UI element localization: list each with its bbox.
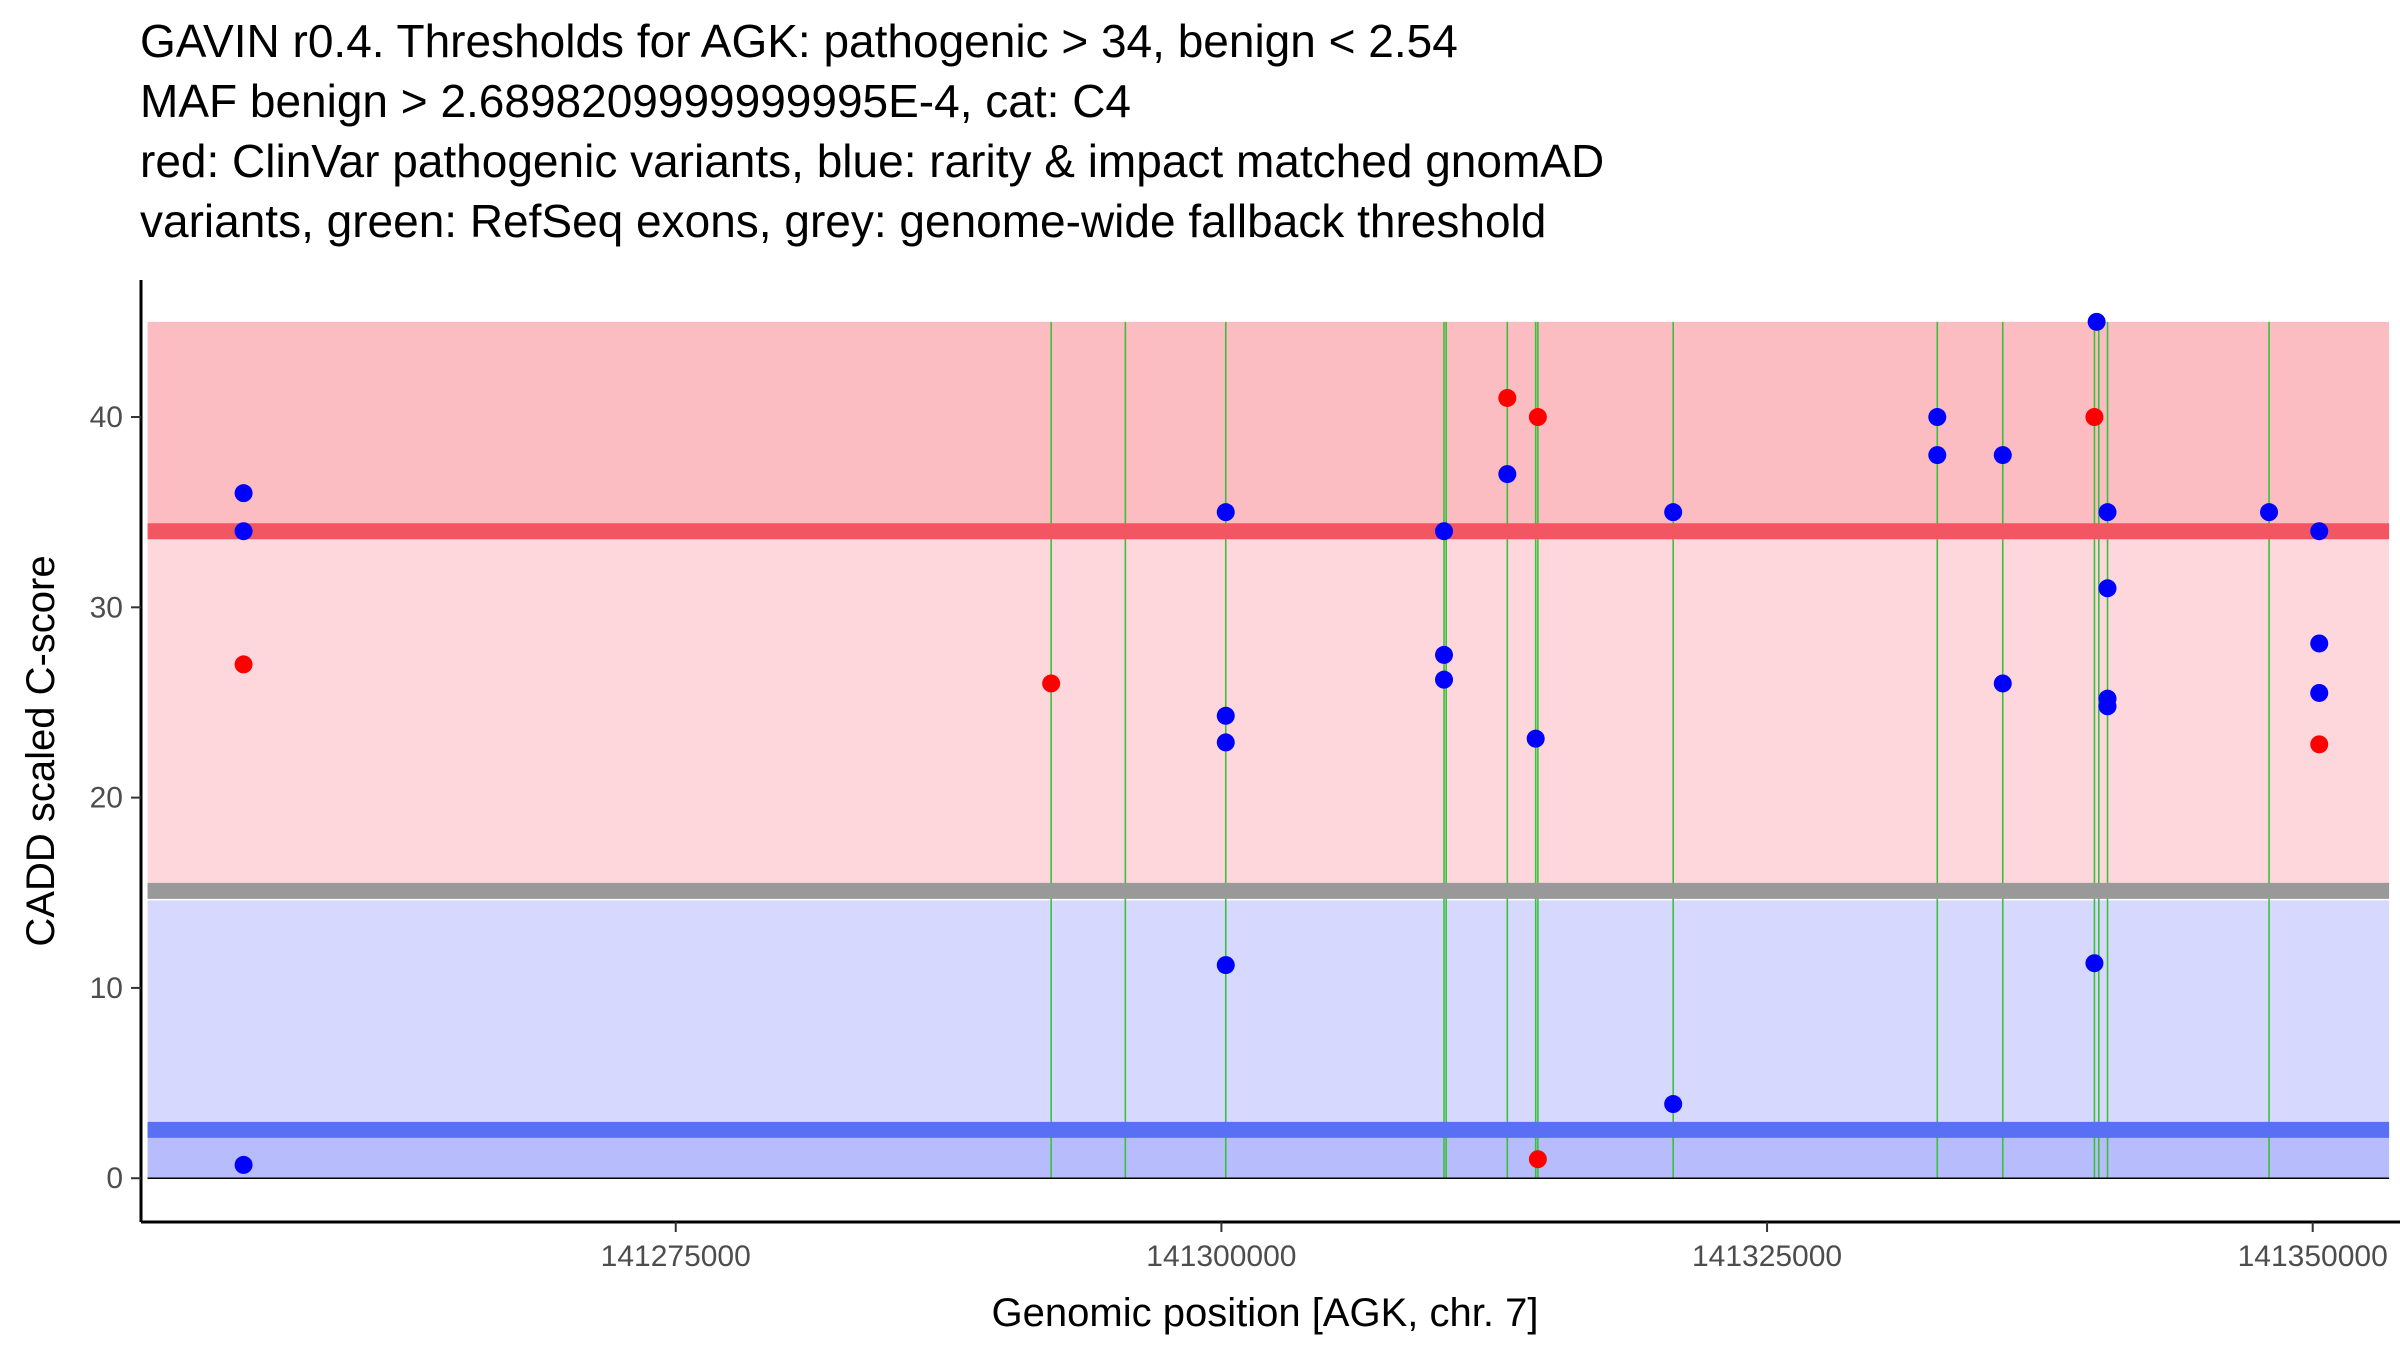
gnomad-point-21 [2098, 579, 2117, 598]
region-pathogenic-high [147, 321, 2390, 532]
chart-title-line-4: variants, green: RefSeq exons, grey: gen… [140, 195, 1547, 247]
y-axis-title: CADD scaled C-score [19, 555, 63, 946]
gnomad-point-10 [1498, 465, 1517, 484]
gnomad-point-13 [1664, 1095, 1683, 1114]
threshold-lines [147, 523, 2390, 1179]
gnomad-point-11 [1526, 729, 1545, 748]
x-axis-ticks: 141275000 141300000 141325000 141350000 [601, 1222, 2388, 1273]
gnomad-point-17 [1993, 674, 2012, 693]
gnomad-point-20 [2098, 503, 2117, 522]
gnomad-point-23 [2098, 697, 2117, 716]
gnomad-point-26 [2310, 634, 2329, 653]
gnomad-point-0 [234, 484, 253, 503]
clinvar-point-4 [1528, 1150, 1547, 1169]
chart-title-line-3: red: ClinVar pathogenic variants, blue: … [140, 135, 1605, 187]
gnomad-point-2 [234, 1155, 253, 1174]
gnomad-point-16 [1993, 446, 2012, 465]
y-tick-label-30: 30 [90, 591, 123, 624]
x-tick-label-0: 141275000 [601, 1240, 751, 1273]
x-tick-label-2: 141325000 [1692, 1240, 1842, 1273]
gnomad-point-4 [1216, 706, 1235, 725]
region-benign-low [147, 1129, 2390, 1179]
region-pathogenic-low [147, 531, 2390, 891]
gnomad-point-6 [1216, 956, 1235, 975]
gnomad-point-15 [1928, 446, 1947, 465]
gnomad-point-12 [1664, 503, 1683, 522]
y-axis-ticks: 0 10 20 30 40 [90, 401, 141, 1195]
y-tick-label-10: 10 [90, 972, 123, 1005]
gnomad-point-9 [1435, 670, 1454, 689]
gnomad-point-5 [1216, 733, 1235, 752]
x-axis-title: Genomic position [AGK, chr. 7] [992, 1291, 1539, 1335]
axes [139, 280, 2400, 1224]
gnomad-point-19 [2085, 954, 2104, 973]
clinvar-point-2 [1498, 388, 1517, 407]
data-points [234, 312, 2329, 1174]
y-tick-label-40: 40 [90, 401, 123, 434]
x-tick-label-1: 141300000 [1146, 1240, 1296, 1273]
threshold-regions [147, 321, 2390, 1179]
clinvar-point-5 [2085, 408, 2104, 427]
gnomad-point-14 [1928, 408, 1947, 427]
region-benign-high [147, 900, 2390, 1130]
gnomad-point-8 [1435, 645, 1454, 664]
clinvar-point-3 [1528, 408, 1547, 427]
chart-title-line-1: GAVIN r0.4. Thresholds for AGK: pathogen… [140, 15, 1458, 67]
gnomad-point-7 [1435, 522, 1454, 541]
gnomad-point-1 [234, 522, 253, 541]
x-tick-label-3: 141350000 [2238, 1240, 2388, 1273]
y-tick-label-0: 0 [106, 1162, 123, 1195]
clinvar-point-1 [1042, 674, 1061, 693]
gnomad-point-27 [2310, 683, 2329, 702]
gnomad-point-24 [2260, 503, 2279, 522]
clinvar-point-6 [2310, 735, 2329, 754]
gnomad-point-25 [2310, 522, 2329, 541]
gnomad-point-3 [1216, 503, 1235, 522]
clinvar-point-0 [234, 655, 253, 674]
gnomad-point-18 [2087, 312, 2106, 331]
chart-title-line-2: MAF benign > 2.6898209999999995E-4, cat:… [140, 75, 1131, 127]
y-tick-label-20: 20 [90, 782, 123, 815]
